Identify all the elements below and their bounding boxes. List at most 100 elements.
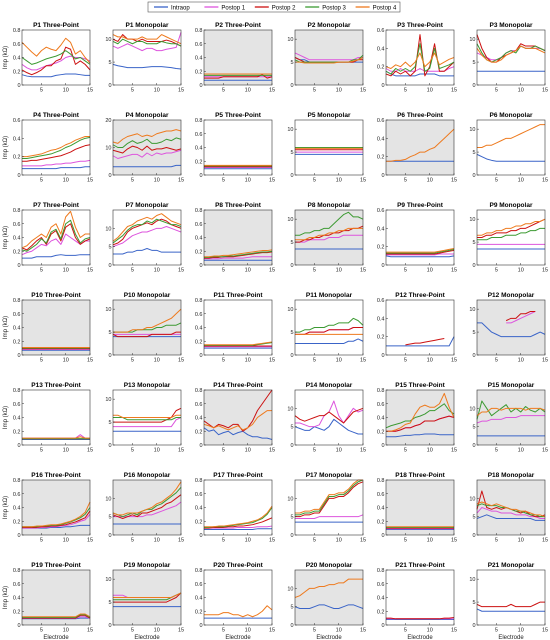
panel-title: P13 Monopolar	[124, 382, 171, 389]
plot-area	[295, 570, 363, 625]
x-tick-label: 10	[245, 88, 251, 94]
series-line-postop-4	[476, 407, 546, 417]
y-tick-label: 10	[105, 397, 111, 403]
y-tick-label: 0.2	[13, 155, 21, 161]
series-line-postop-3	[21, 219, 91, 252]
y-tick-label: 0.6	[377, 298, 385, 304]
series-group	[204, 164, 272, 170]
y-tick-label: 0.4	[13, 136, 21, 142]
series-line-postop-2	[385, 34, 455, 77]
series-group	[21, 37, 91, 78]
y-tick-label: 5	[290, 150, 293, 156]
y-tick-label: 0	[472, 263, 475, 269]
y-tick-label: 0	[108, 83, 111, 89]
series-line-postop-1	[204, 256, 272, 260]
y-tick-label: 0.2	[377, 429, 385, 435]
x-tick-label: 15	[542, 178, 548, 184]
series-line-postop-2	[22, 614, 91, 619]
x-tick-label: 15	[542, 628, 548, 634]
series-line-postop-4	[477, 218, 546, 236]
plot-area	[477, 480, 545, 535]
series-line-postop-2	[112, 34, 182, 47]
y-tick-label: 0.8	[195, 388, 203, 394]
x-tick-label: 15	[360, 538, 366, 544]
series-line-postop-3	[477, 227, 545, 241]
y-tick-label: 0.4	[377, 506, 385, 512]
x-tick-label: 10	[63, 358, 69, 364]
series-line-postop-2	[113, 407, 182, 423]
y-tick-label: 5	[290, 425, 293, 431]
x-tick-label: 10	[245, 538, 251, 544]
x-axis-label: Electrode	[43, 635, 69, 640]
y-tick-label: 0.4	[377, 596, 385, 602]
series-line-postop-3	[385, 403, 455, 429]
y-tick-label: 0	[290, 83, 293, 89]
x-tick-label: 10	[427, 268, 433, 274]
series-line-postop-3	[386, 248, 455, 254]
series-line-postop-4	[386, 392, 455, 432]
x-tick-label: 15	[87, 358, 93, 364]
panel-title: P19 Monopolar	[124, 562, 171, 569]
plot-frame	[294, 29, 364, 86]
series-group	[22, 136, 91, 170]
series-line-postop-2	[204, 251, 273, 259]
x-tick-label: 5	[404, 538, 407, 544]
panel-p4-three-point: P4 Three-Point 5 10 15 0 0.2 0.4 0.6 Imp (kΩ)	[3, 112, 93, 184]
series-line-postop-2	[113, 592, 182, 603]
y-tick-label: 5	[290, 605, 293, 611]
plot-area	[295, 30, 363, 85]
y-tick-label: 5	[472, 425, 475, 431]
x-tick-label: 5	[222, 628, 225, 634]
series-line-postop-3	[21, 50, 91, 65]
series-line-postop-4	[22, 436, 90, 439]
plot-area	[477, 210, 545, 265]
y-tick-label: 10	[105, 37, 111, 43]
series-line-postop-4	[203, 410, 272, 431]
series-line-intraop	[203, 427, 273, 440]
x-tick-label: 15	[178, 178, 184, 184]
panel-title: P10 Three-Point	[31, 292, 81, 299]
series-line-postop-4	[295, 479, 363, 514]
y-tick-label: 0	[199, 353, 202, 359]
x-tick-label: 15	[269, 538, 275, 544]
series-line-postop-2	[112, 331, 181, 338]
panel-title: P2 Monopolar	[308, 22, 351, 29]
series-line-intraop	[22, 617, 90, 620]
panel-title: P13 Three-Point	[31, 382, 81, 389]
plot-area	[204, 390, 272, 445]
y-tick-label: 0.6	[377, 28, 385, 34]
plot-frame	[476, 209, 546, 266]
y-tick-label: 0	[381, 83, 384, 89]
panel-title: P16 Three-Point	[31, 472, 81, 479]
x-tick-label: 10	[427, 628, 433, 634]
y-tick-label: 0.2	[195, 429, 203, 435]
x-axis-label: Electrode	[316, 635, 342, 640]
series-group	[22, 501, 91, 529]
y-tick-label: 0.6	[13, 42, 21, 48]
series-line-postop-2	[386, 415, 455, 432]
y-tick-label: 0.6	[377, 582, 385, 588]
x-tick-label: 10	[63, 448, 69, 454]
plot-area	[204, 570, 272, 625]
plot-area	[22, 300, 90, 355]
y-tick-label: 0	[381, 533, 384, 539]
x-tick-label: 5	[222, 448, 225, 454]
y-tick-label: 0	[108, 623, 111, 629]
series-line-postop-4	[22, 136, 90, 158]
panel-title: P21 Monopolar	[488, 562, 535, 569]
plot-frame	[294, 209, 364, 266]
plot-frame	[112, 299, 182, 356]
panel-title: P8 Monopolar	[308, 202, 351, 209]
series-line-intraop	[113, 164, 181, 168]
y-tick-label: 0	[381, 263, 384, 269]
panel-title: P10 Monopolar	[124, 292, 171, 299]
panel-title: P18 Monopolar	[488, 472, 535, 479]
panel-p5-three-point: P5 Three-Point 5 10 15 0 0.2 0.4 0.6 0.8	[195, 112, 275, 184]
y-tick-label: 10	[469, 577, 475, 583]
x-tick-label: 5	[222, 268, 225, 274]
plot-frame	[112, 389, 182, 446]
series-group	[22, 434, 90, 440]
plot-area	[113, 30, 181, 85]
y-tick-label: 0.8	[13, 28, 21, 34]
series-group	[476, 400, 546, 437]
